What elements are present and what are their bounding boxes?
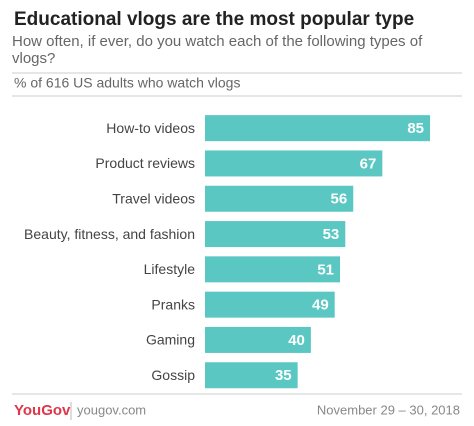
category-label: Gossip: [151, 367, 195, 383]
value-label: 35: [275, 367, 292, 384]
chart-note: % of 616 US adults who watch vlogs: [14, 75, 240, 91]
bar: [205, 291, 335, 318]
value-label: 40: [288, 332, 305, 349]
bar: [205, 362, 298, 389]
value-label: 53: [323, 226, 340, 243]
category-label: How-to videos: [106, 120, 195, 136]
bar: [205, 150, 383, 177]
subtitle-box: How often, if ever, do you watch each of…: [12, 33, 423, 67]
bar: [205, 185, 354, 212]
category-label: Beauty, fitness, and fashion: [24, 226, 195, 242]
chart-subtitle: How often, if ever, do you watch each of…: [12, 33, 423, 67]
category-label: Pranks: [151, 296, 195, 312]
category-label: Lifestyle: [144, 261, 196, 277]
category-label: Product reviews: [95, 155, 195, 171]
bar: [205, 221, 346, 248]
value-label: 56: [331, 191, 348, 208]
brand-site: yougov.com: [77, 402, 146, 417]
category-label: Gaming: [146, 332, 195, 348]
value-label: 49: [312, 297, 329, 314]
bar: [205, 326, 311, 353]
bar: [205, 256, 340, 283]
value-label: 85: [407, 120, 424, 137]
value-label: 51: [317, 261, 334, 278]
brand-logo: YouGov: [14, 402, 71, 419]
category-label: Travel videos: [112, 190, 195, 206]
value-label: 67: [360, 155, 377, 172]
bar: [205, 115, 430, 142]
chart-title: Educational vlogs are the most popular t…: [14, 9, 414, 30]
date: November 29 – 30, 2018: [317, 402, 460, 417]
